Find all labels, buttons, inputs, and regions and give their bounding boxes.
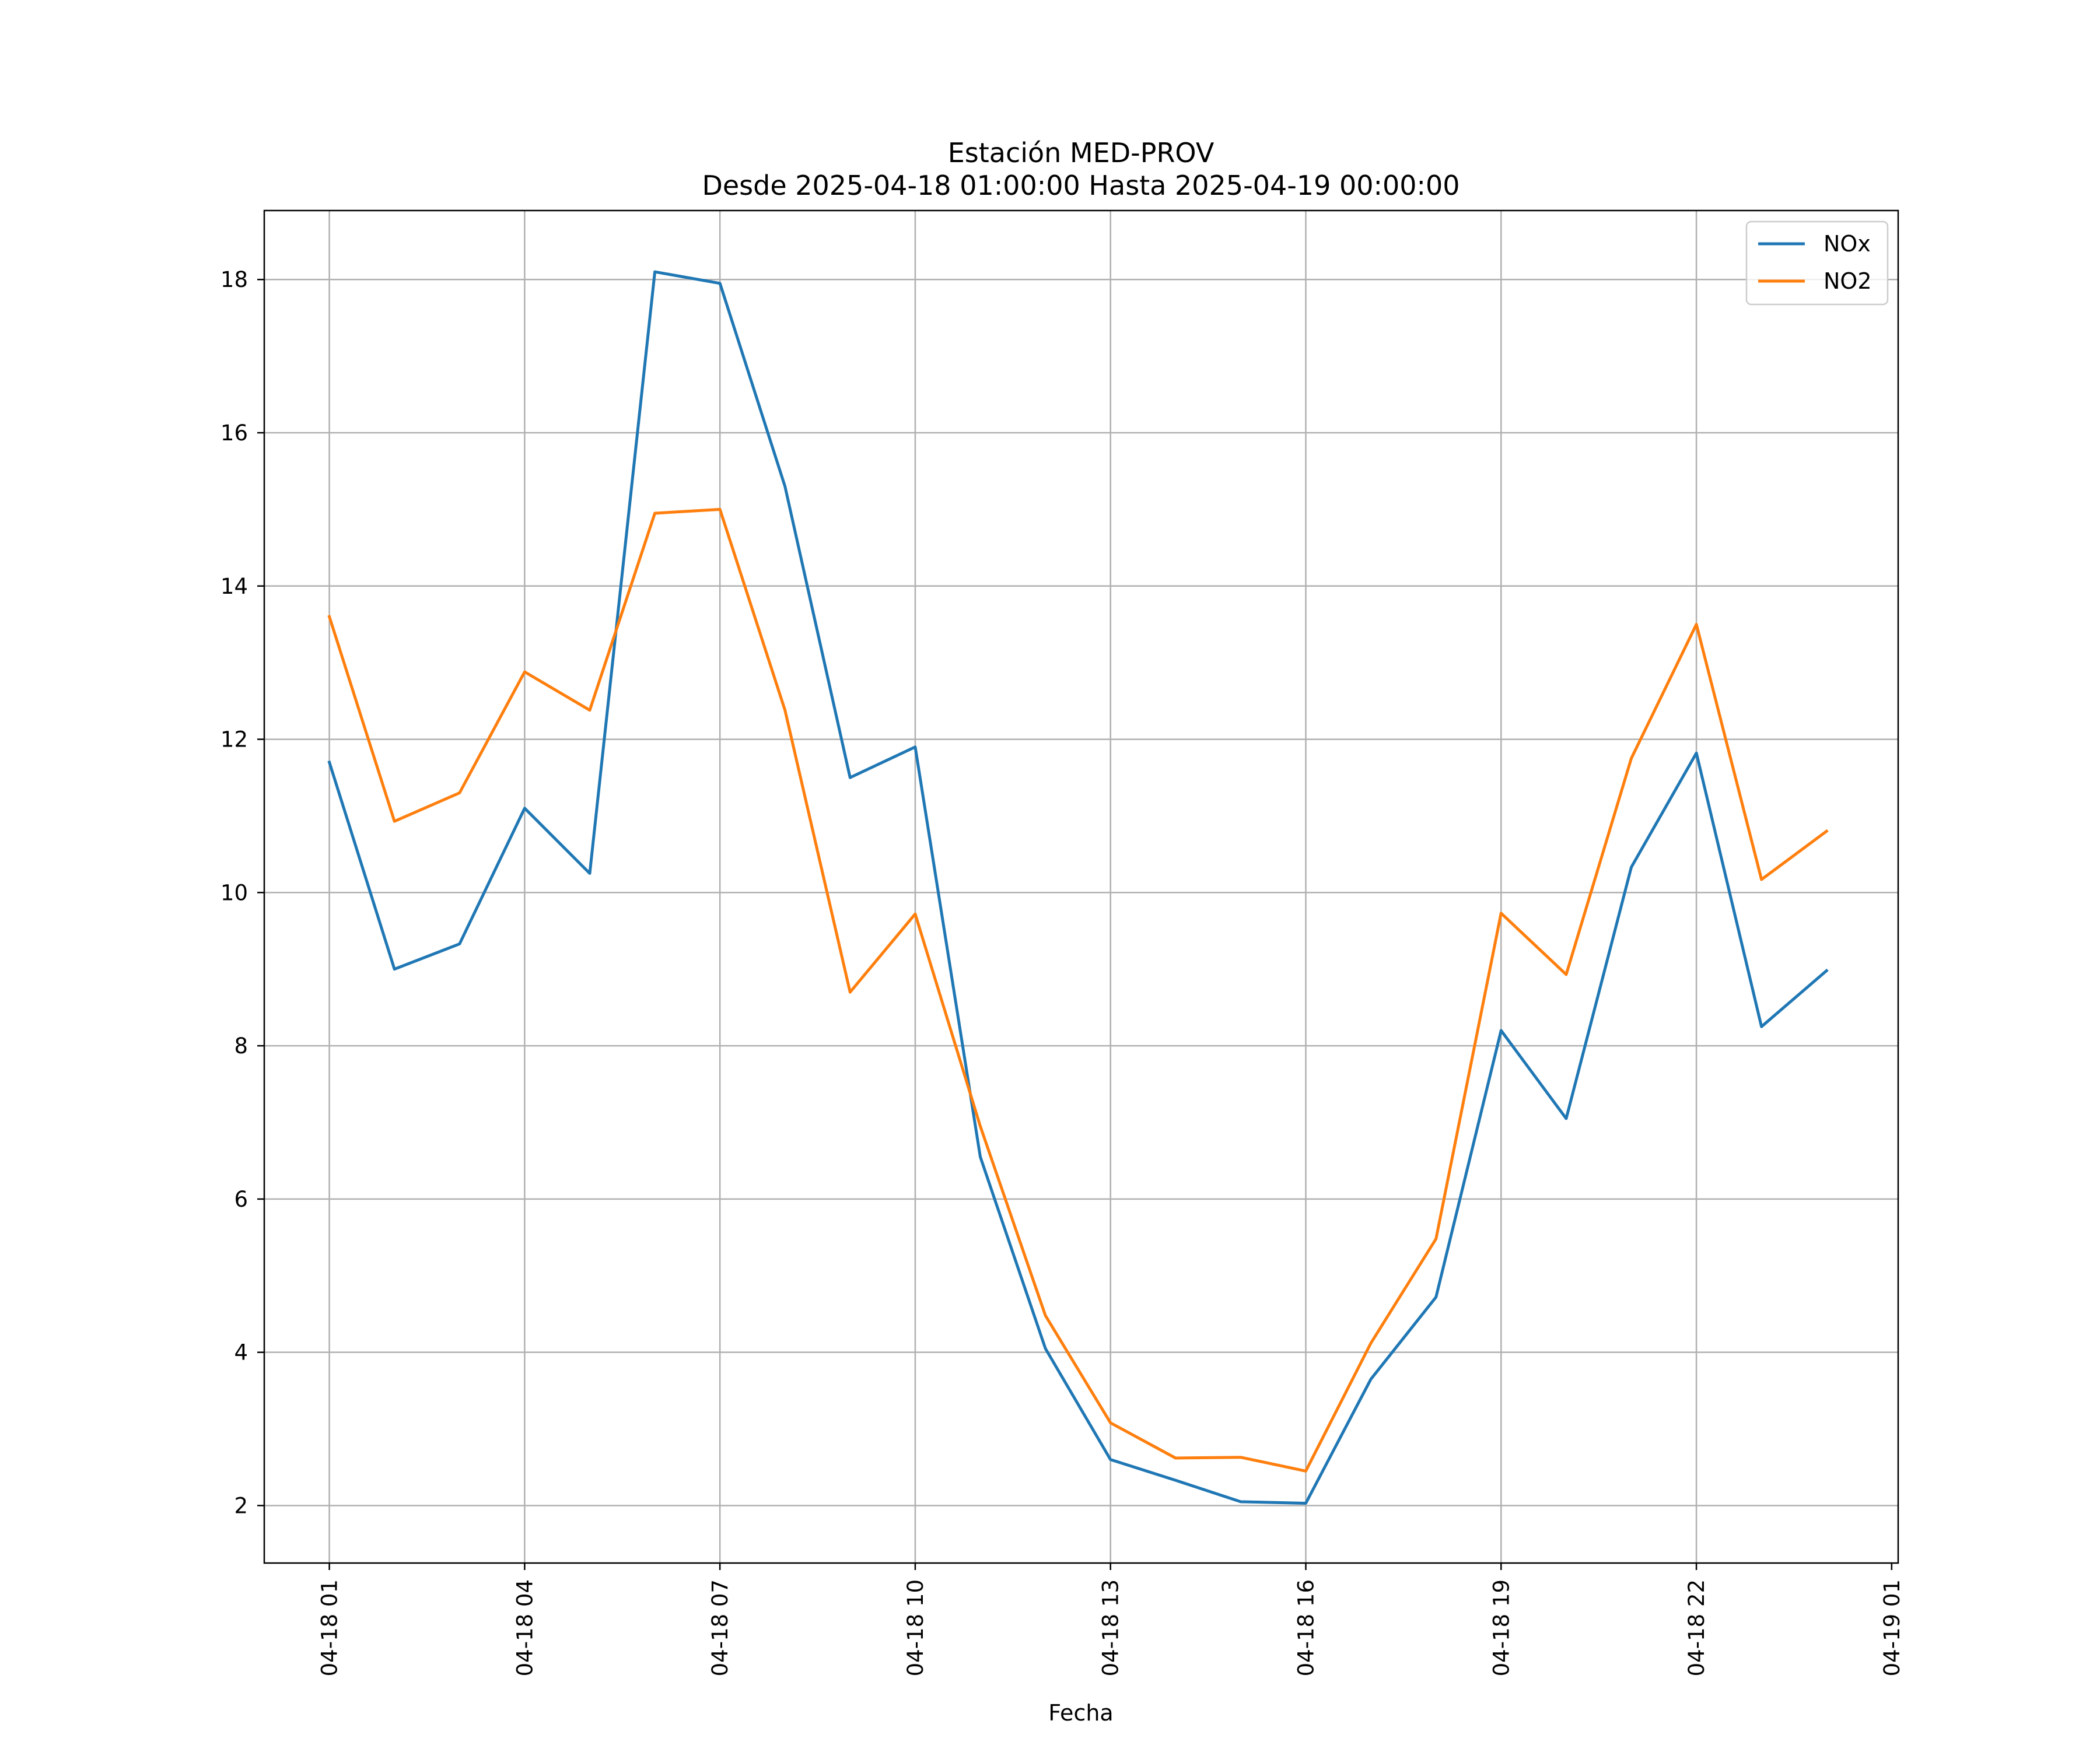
- x-tick-label: 04-18 07: [708, 1579, 733, 1676]
- legend-label: NO2: [1824, 268, 1872, 294]
- y-tick-label: 18: [220, 267, 248, 292]
- axis-ticks: 04-18 01 04-18 04 04-18 07 04-18 10 04-18 13…: [220, 267, 1905, 1676]
- legend: NOx NO2: [1745, 220, 1889, 306]
- x-tick-label: 04-18 10: [903, 1579, 928, 1676]
- y-tick-label: 10: [220, 880, 248, 905]
- y-tick-label: 12: [220, 727, 248, 752]
- chart-title: Estación MED-PROV: [948, 137, 1214, 169]
- x-tick-label: 04-19 01: [1880, 1579, 1905, 1676]
- x-axis-label: Fecha: [1048, 1700, 1113, 1726]
- plot-frame: [263, 209, 1899, 1564]
- chart-subtitle: Desde 2025-04-18 01:00:00 Hasta 2025-04-…: [702, 170, 1460, 201]
- y-tick-label: 2: [234, 1493, 248, 1518]
- series-lines: [327, 270, 1829, 1505]
- x-tick-label: 04-18 19: [1489, 1579, 1514, 1676]
- x-tick-label: 04-18 16: [1293, 1579, 1318, 1676]
- x-tick-label: 04-18 13: [1098, 1579, 1124, 1676]
- y-tick-label: 16: [220, 421, 248, 446]
- x-tick-label: 04-18 01: [317, 1579, 342, 1676]
- x-tick-label: 04-18 22: [1684, 1579, 1709, 1676]
- y-tick-label: 14: [220, 574, 248, 599]
- series-line-no2: [327, 507, 1829, 1473]
- y-tick-label: 8: [234, 1033, 248, 1059]
- legend-label: NOx: [1824, 231, 1871, 257]
- series-line-nox: [327, 270, 1829, 1505]
- x-tick-label: 04-18 04: [512, 1579, 537, 1676]
- y-tick-label: 4: [234, 1340, 248, 1365]
- y-tick-label: 6: [234, 1187, 248, 1212]
- grid: [264, 211, 1898, 1563]
